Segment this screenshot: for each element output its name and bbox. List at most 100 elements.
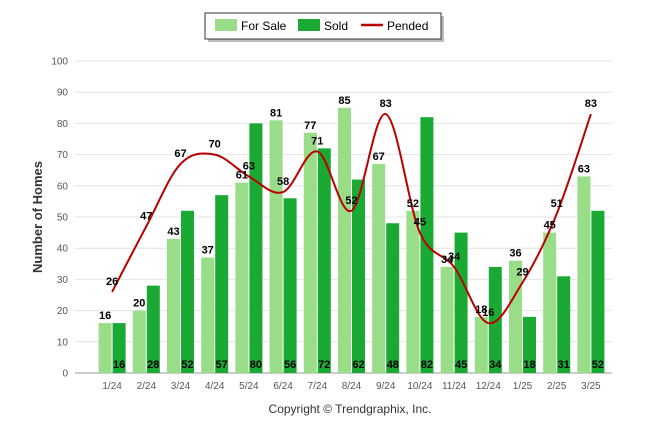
bar-for-sale [98, 323, 112, 373]
legend: For Sale Sold Pended [204, 12, 444, 42]
data-label-sold: 62 [352, 359, 364, 371]
x-tick-label: 8/24 [342, 381, 362, 392]
bar-sold [386, 223, 400, 373]
data-label-for-sale: 43 [167, 226, 179, 238]
data-label-sold: 52 [592, 359, 604, 371]
bar-sold [454, 232, 468, 373]
x-tick-label: 7/24 [308, 381, 328, 392]
bar-sold [488, 266, 502, 373]
data-label-pended: 29 [516, 267, 528, 279]
bar-for-sale [543, 232, 557, 373]
bar-for-sale [201, 257, 215, 373]
data-label-pended: 47 [140, 210, 152, 222]
bar-for-sale [474, 316, 488, 373]
data-label-for-sale: 67 [373, 151, 385, 163]
data-label-for-sale: 18 [475, 304, 487, 316]
x-tick-label: 4/24 [205, 381, 225, 392]
data-label-sold: 56 [284, 359, 296, 371]
data-label-for-sale: 20 [133, 298, 145, 310]
y-tick-label: 90 [57, 88, 69, 99]
bar-sold [112, 323, 126, 373]
bar-for-sale [406, 210, 420, 373]
legend-swatch-for-sale [215, 19, 237, 31]
x-tick-label: 5/24 [239, 381, 259, 392]
bar-for-sale [338, 107, 351, 374]
y-tick-label: 100 [51, 57, 68, 68]
data-label-sold: 57 [216, 359, 228, 371]
x-tick-label: 3/24 [171, 381, 191, 392]
legend-box [204, 12, 442, 40]
x-tick-label: 9/24 [376, 381, 396, 392]
bar-sold [317, 148, 331, 373]
x-tick-label: 1/25 [513, 381, 533, 392]
bar-for-sale [372, 163, 386, 373]
data-label-pended: 52 [345, 195, 357, 207]
x-tick-label: 2/24 [137, 381, 157, 392]
bar-for-sale [577, 176, 591, 373]
data-label-sold: 34 [489, 359, 502, 371]
y-tick-label: 80 [57, 119, 69, 130]
data-label-for-sale: 63 [578, 163, 590, 175]
legend-label-pended: Pended [387, 19, 428, 33]
data-label-sold: 16 [113, 359, 125, 371]
bar-for-sale [235, 182, 249, 373]
copyright-footer: Copyright © Trendgraphix, Inc. [269, 402, 432, 416]
data-label-pended: 71 [311, 135, 323, 147]
bar-sold [283, 198, 297, 373]
data-label-for-sale: 77 [304, 120, 316, 132]
x-tick-label: 12/24 [476, 381, 501, 392]
y-tick-label: 10 [57, 337, 69, 348]
bar-for-sale [269, 120, 283, 373]
data-label-pended: 34 [448, 251, 461, 263]
data-label-for-sale: 81 [270, 107, 282, 119]
bar-for-sale [167, 238, 180, 373]
data-label-sold: 48 [387, 359, 399, 371]
y-tick-label: 30 [57, 275, 69, 286]
data-label-sold: 72 [318, 359, 330, 371]
data-labels: 16 16 20 28 43 52 37 57 61 80 81 56 77 72 85 62 67 48 52 82… [99, 95, 604, 371]
data-label-sold: 52 [181, 359, 193, 371]
bar-sold [215, 195, 229, 373]
data-label-for-sale: 52 [407, 198, 419, 210]
data-label-sold: 45 [455, 359, 467, 371]
bar-sold [557, 276, 571, 373]
data-label-pended: 67 [174, 148, 186, 160]
data-label-pended: 58 [277, 176, 289, 188]
bar-sold [181, 210, 194, 373]
data-label-pended: 16 [482, 307, 494, 319]
data-label-sold: 31 [558, 359, 570, 371]
legend-swatch-sold [298, 19, 320, 31]
bar-sold [146, 285, 160, 373]
data-label-pended: 63 [243, 160, 255, 172]
data-label-for-sale: 85 [338, 95, 350, 107]
y-tick-labels: 0 10 20 30 40 50 60 70 80 90 100 [51, 57, 68, 380]
data-label-pended: 70 [209, 139, 221, 151]
data-label-for-sale: 37 [202, 245, 214, 257]
data-label-pended: 26 [106, 276, 118, 288]
data-label-for-sale: 61 [236, 170, 248, 182]
pended-line-layer [111, 113, 592, 325]
bar-sold [523, 316, 536, 373]
x-tick-label: 10/24 [407, 381, 432, 392]
y-tick-label: 20 [57, 306, 69, 317]
y-tick-label: 40 [57, 244, 69, 255]
data-label-pended: 45 [414, 217, 426, 229]
x-tick-label: 2/25 [547, 381, 567, 392]
x-tick-label: 3/25 [581, 381, 601, 392]
bars [98, 107, 605, 374]
data-label-for-sale: 45 [544, 220, 556, 232]
y-axis-label: Number of Homes [30, 161, 45, 273]
data-label-pended: 83 [380, 98, 392, 110]
data-label-sold: 82 [421, 359, 433, 371]
bar-for-sale [440, 266, 454, 373]
data-label-pended: 51 [551, 198, 563, 210]
x-tick-labels: 1/24 2/24 3/24 4/24 5/24 6/24 7/24 8/24 9/24 10/2… [102, 381, 601, 392]
bar-sold [249, 123, 263, 374]
y-tick-label: 50 [57, 213, 69, 224]
bar-for-sale [303, 132, 317, 373]
data-label-for-sale: 34 [441, 254, 454, 266]
x-tick-label: 1/24 [102, 381, 122, 392]
y-tick-label: 70 [57, 150, 69, 161]
